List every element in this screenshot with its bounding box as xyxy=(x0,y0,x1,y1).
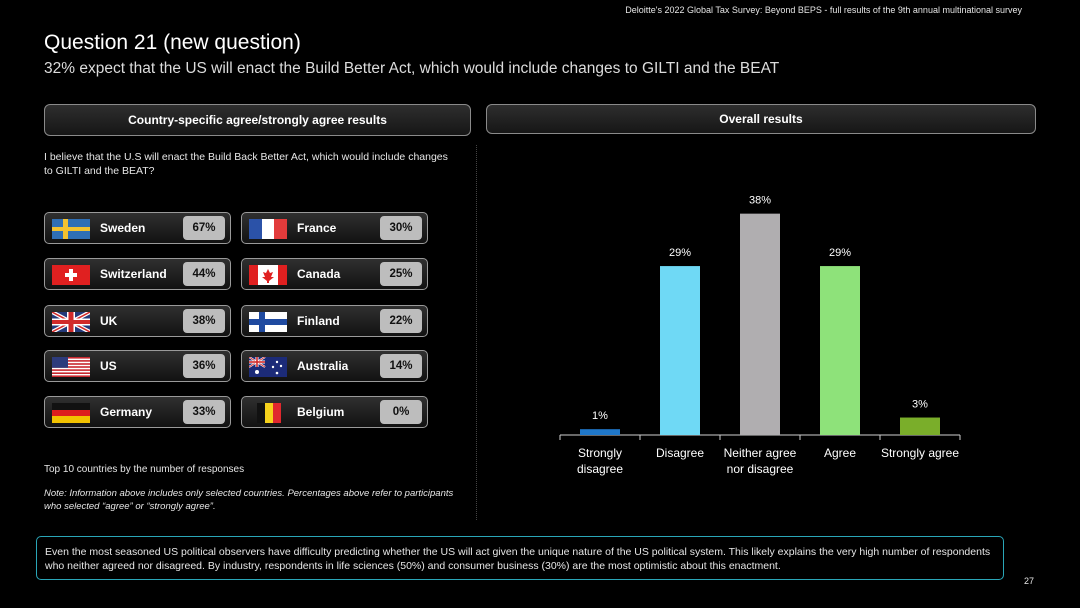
data-label: 29% xyxy=(669,247,691,259)
country-name: France xyxy=(297,221,337,235)
survey-question: I believe that the U.S will enact the Bu… xyxy=(44,151,448,177)
country-name: UK xyxy=(100,314,118,328)
country-name: Australia xyxy=(297,359,349,373)
us-flag-icon xyxy=(52,357,90,377)
page-title: Question 21 (new question) xyxy=(44,31,301,54)
bar xyxy=(900,417,940,435)
country-percentage-badge: 25% xyxy=(380,262,422,286)
footer-commentary: Even the most seasoned US political obse… xyxy=(36,536,1004,580)
country-percentage-badge: 14% xyxy=(380,354,422,378)
overall-results-header: Overall results xyxy=(486,104,1036,134)
australia-flag-icon xyxy=(249,357,287,377)
data-label: 38% xyxy=(749,195,771,207)
page-number: 27 xyxy=(1023,576,1034,586)
category-label: disagree xyxy=(577,462,623,476)
data-label: 3% xyxy=(912,399,928,411)
data-label: 29% xyxy=(829,247,851,259)
country-card-canada: Canada 25% xyxy=(241,258,428,290)
country-results-header: Country-specific agree/strongly agree re… xyxy=(44,104,471,136)
germany-flag-icon xyxy=(52,403,90,423)
bar xyxy=(660,266,700,435)
category-label: Neither agree xyxy=(724,446,797,460)
country-name: US xyxy=(100,359,117,373)
header-note: Deloitte's 2022 Global Tax Survey: Beyon… xyxy=(625,5,1022,15)
country-percentage-badge: 30% xyxy=(380,216,422,240)
bar xyxy=(580,429,620,435)
belgium-flag-icon xyxy=(249,403,287,423)
category-label: Agree xyxy=(824,446,856,460)
country-name: Sweden xyxy=(100,221,146,235)
country-percentage-badge: 44% xyxy=(183,262,225,286)
country-percentage-badge: 0% xyxy=(380,400,422,424)
country-card-us: US 36% xyxy=(44,350,231,382)
switzerland-flag-icon xyxy=(52,265,90,285)
country-percentage-badge: 33% xyxy=(183,400,225,424)
country-percentage-badge: 67% xyxy=(183,216,225,240)
country-card-switzerland: Switzerland 44% xyxy=(44,258,231,290)
panel-divider xyxy=(476,145,477,520)
country-card-france: France 30% xyxy=(241,212,428,244)
overall-results-chart: 1% Strongly disagree 29% Disagree 38% Neither … xyxy=(559,195,961,476)
country-name: Canada xyxy=(297,267,341,281)
country-name: Finland xyxy=(297,314,340,328)
bar xyxy=(740,213,780,435)
country-card-germany: Germany 33% xyxy=(44,396,231,428)
country-name: Belgium xyxy=(297,405,345,419)
country-percentage-badge: 22% xyxy=(380,309,422,333)
uk-flag-icon xyxy=(52,312,90,332)
sweden-flag-icon xyxy=(52,219,90,239)
country-card-belgium: Belgium 0% xyxy=(241,396,428,428)
category-label: Strongly xyxy=(578,446,622,460)
country-card-uk: UK 38% xyxy=(44,305,231,337)
countries-note: Top 10 countries by the number of respon… xyxy=(44,464,245,475)
canada-flag-icon xyxy=(249,265,287,285)
bar xyxy=(820,266,860,435)
country-percentage-badge: 36% xyxy=(183,354,225,378)
country-percentage-badge: 38% xyxy=(183,309,225,333)
category-label: Disagree xyxy=(656,446,704,460)
country-card-sweden: Sweden 67% xyxy=(44,212,231,244)
category-label: nor disagree xyxy=(727,462,794,476)
country-name: Switzerland xyxy=(100,267,167,281)
category-label: Strongly agree xyxy=(881,446,959,460)
page-subtitle: 32% expect that the US will enact the Bu… xyxy=(44,60,780,77)
percentages-note: Note: Information above includes only se… xyxy=(44,488,454,512)
finland-flag-icon xyxy=(249,312,287,332)
data-label: 1% xyxy=(592,410,608,422)
country-card-finland: Finland 22% xyxy=(241,305,428,337)
country-name: Germany xyxy=(100,405,153,419)
france-flag-icon xyxy=(249,219,287,239)
country-card-australia: Australia 14% xyxy=(241,350,428,382)
